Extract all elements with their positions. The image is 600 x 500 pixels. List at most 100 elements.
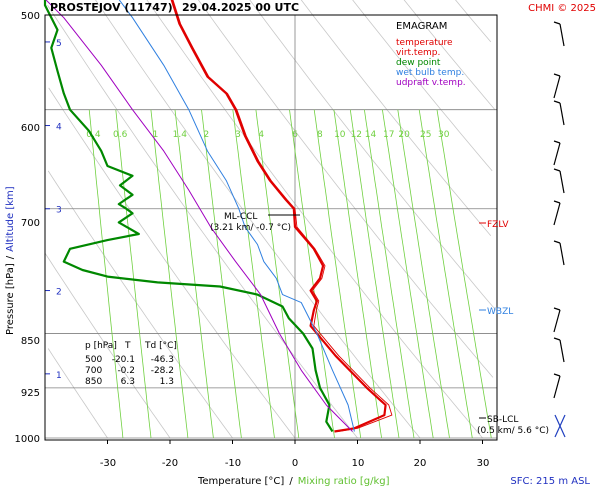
x-tick-20: 20 [414, 458, 427, 469]
altitude-tick-label: 1 [56, 371, 62, 381]
mixing-ratio-line [88, 109, 124, 439]
x-axis-label-temperature: Temperature [°C] [197, 476, 284, 487]
wind-barb [553, 337, 561, 341]
wind-barb [553, 307, 561, 311]
datetime-title: 29.04.2025 00 UTC [182, 1, 299, 14]
x-tick-neg20: -20 [162, 458, 178, 469]
fzlv-label: FZLV [487, 220, 509, 230]
mixing-ratio-line [115, 109, 152, 439]
mixing-ratio-line [313, 109, 362, 439]
mixing-ratio-label: 30 [438, 130, 450, 140]
annotations: ML-CCL (3.21 km/ -0.7 °C) FZLV WBZL SB-L… [210, 212, 549, 436]
wind-barb [553, 202, 561, 226]
table-cell: -0.2 [117, 366, 135, 376]
mixing-ratio-line [397, 109, 450, 439]
grid [44, 0, 497, 440]
table-cell: -28.2 [151, 366, 174, 376]
dew-point-line [43, 0, 334, 433]
y-axis-label-altitude: Altitude [km] [5, 186, 16, 252]
chart-title: EMAGRAM [396, 21, 447, 32]
parcel-line [45, 0, 353, 432]
wind-barb [553, 200, 561, 204]
credit-text: CHMI © 2025 [528, 3, 596, 14]
table-cell: 500 [85, 355, 102, 365]
x-tick-0: 0 [292, 458, 298, 469]
wind-barb [553, 21, 561, 25]
legend-virt-temp: virt.temp. [396, 48, 440, 58]
mixing-ratio-label: 6 [292, 130, 298, 140]
wind-barb [553, 75, 561, 99]
dry-adiabat [47, 348, 108, 439]
wind-barb [553, 142, 561, 166]
wind-barb [553, 168, 561, 172]
sfc-text: SFC: 215 m ASL [510, 476, 590, 487]
virtual-temperature-line [172, 0, 393, 432]
wind-barb [553, 73, 561, 77]
wind-barb [553, 375, 561, 399]
legend-dew-point: dew point [396, 58, 441, 68]
wind-barbs [553, 21, 566, 438]
wind-barb [559, 170, 565, 194]
x-axis-label-sep: / [289, 476, 293, 487]
wind-barb [553, 309, 561, 333]
wind-barb [559, 23, 565, 47]
mixing-ratio-label: 0.6 [113, 130, 128, 140]
legend-parcel: udpraft v.temp. [396, 78, 466, 88]
wet-bulb-line [118, 0, 355, 432]
table-header-td: Td [°C] [144, 341, 177, 351]
table-cell: -46.3 [151, 355, 174, 365]
mixing-ratio-label: 20 [398, 130, 410, 140]
wind-barb [554, 414, 566, 438]
mixing-ratio-label: 4 [258, 130, 264, 140]
mixing-ratio-label: 17 [383, 130, 394, 140]
wind-barb [559, 102, 565, 126]
sounding-series [43, 0, 393, 433]
table-cell: 6.3 [121, 377, 135, 387]
dry-adiabat [95, 0, 421, 439]
mixing-ratio-label: 3 [235, 130, 241, 140]
x-tick-neg10: -10 [225, 458, 241, 469]
temperature-line [170, 0, 387, 433]
y-tick-600: 600 [21, 123, 40, 134]
legend-wet-bulb: wet bulb temp. [396, 68, 464, 78]
wind-barb [553, 140, 561, 144]
y-axis-label: Pressure [hPa] / Altitude [km] [5, 186, 16, 335]
mixing-ratio-label: 14 [365, 130, 377, 140]
mixing-ratio-line [201, 109, 242, 439]
mixing-ratio-line [174, 109, 214, 439]
y-axis-label-pressure: Pressure [hPa] [5, 263, 16, 335]
station-title: PROSTEJOV (11747) [50, 1, 173, 14]
table-cell: 700 [85, 366, 102, 376]
ml-ccl-detail: (3.21 km/ -0.7 °C) [210, 223, 291, 233]
mixing-ratio-line [436, 109, 492, 439]
mixing-ratio-line [150, 109, 189, 439]
mixing-ratio-label: 1 [153, 130, 159, 140]
mixing-ratio-line [418, 109, 473, 439]
sb-lcl-detail: (0.5 km/ 5.6 °C) [477, 426, 549, 436]
mixing-ratio-label: 2 [204, 130, 210, 140]
mixing-ratio-line [333, 109, 382, 439]
altitude-tick-label: 3 [56, 206, 62, 216]
wind-barb [553, 240, 561, 244]
mixing-ratio-line [349, 109, 400, 439]
mixing-ratio-label: 12 [351, 130, 362, 140]
table-cell: 1.3 [160, 377, 174, 387]
dry-adiabat [48, 87, 296, 439]
dry-adiabat [455, 0, 492, 43]
x-axis-label: Temperature [°C] / Mixing ratio [g/kg] [197, 476, 390, 487]
dry-adiabat [249, 0, 497, 311]
y-tick-850: 850 [21, 336, 40, 347]
dry-adiabat [197, 0, 494, 378]
dry-adiabat [47, 170, 233, 439]
wbzl-label: WBZL [487, 307, 513, 317]
wind-barb [559, 242, 565, 266]
ml-ccl-label: ML-CCL [224, 212, 257, 222]
mixing-ratio-label: 25 [420, 130, 431, 140]
y-tick-500: 500 [21, 11, 40, 22]
legend: EMAGRAM temperature virt.temp. dew point… [396, 21, 466, 88]
mixing-ratio-label: 8 [317, 130, 323, 140]
y-tick-925: 925 [21, 388, 40, 399]
wind-barb [553, 373, 561, 377]
legend-temperature: temperature [396, 38, 453, 48]
